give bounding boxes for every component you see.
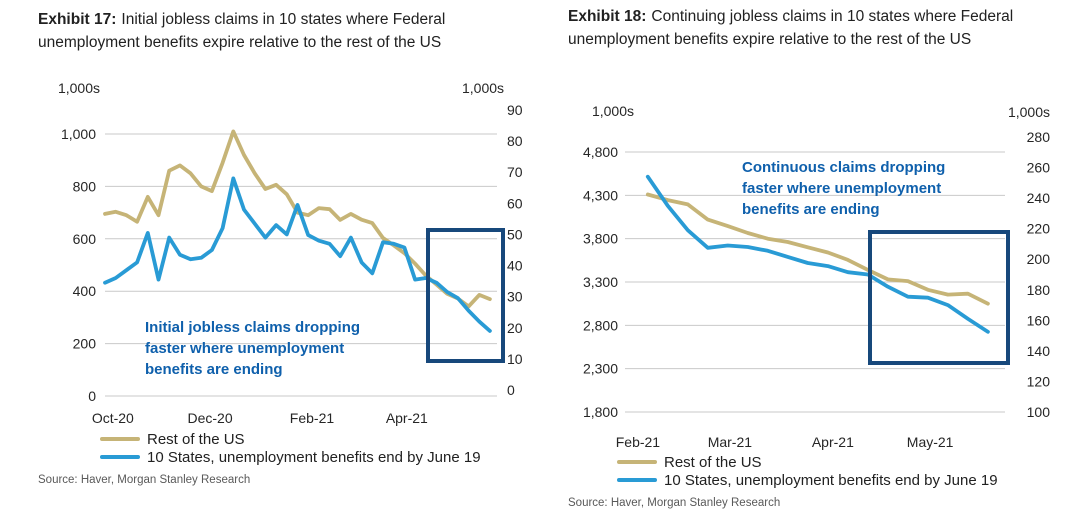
svg-text:2,300: 2,300 <box>583 361 618 377</box>
svg-text:Dec-20: Dec-20 <box>187 410 232 426</box>
svg-text:220: 220 <box>1027 221 1051 237</box>
legend-label: Rest of the US <box>147 430 245 448</box>
svg-text:80: 80 <box>507 133 523 149</box>
legend-item-10-states: 10 States, unemployment benefits end by … <box>617 471 998 489</box>
legend-label: 10 States, unemployment benefits end by … <box>664 471 998 489</box>
x-axis-ticks: Feb-21 Mar-21 Apr-21 May-21 <box>616 434 954 450</box>
exhibit-17-annotation: Initial jobless claims dropping faster w… <box>145 317 360 380</box>
svg-text:140: 140 <box>1027 343 1051 359</box>
svg-text:1,000s: 1,000s <box>462 80 504 96</box>
annotation-line: Continuous claims dropping <box>742 159 946 176</box>
legend-item-rest-of-us: Rest of the US <box>100 430 481 448</box>
right-axis-ticks: 100 120 140 160 180 200 220 240 260 280 <box>1027 129 1051 420</box>
gridlines-and-left-ticks: 0 200 400 600 800 1,000 <box>61 126 497 404</box>
legend-item-10-states: 10 States, unemployment benefits end by … <box>100 448 481 466</box>
series-line-10-states <box>103 176 492 333</box>
svg-text:Apr-21: Apr-21 <box>812 434 854 450</box>
svg-text:0: 0 <box>507 382 515 398</box>
svg-text:4,800: 4,800 <box>583 144 618 160</box>
legend-label: Rest of the US <box>664 453 762 471</box>
annotation-line: benefits are ending <box>742 201 880 218</box>
svg-text:260: 260 <box>1027 160 1051 176</box>
svg-text:280: 280 <box>1027 129 1051 145</box>
x-axis-ticks: Oct-20 Dec-20 Feb-21 Apr-21 <box>92 410 428 426</box>
legend-line-swatch-tan <box>617 460 657 464</box>
series-line-rest-of-us <box>645 192 990 306</box>
annotation-line: faster where unemployment <box>742 180 942 197</box>
exhibit-plot-17: 02004006008001,00001020304050607080901,0… <box>58 80 523 426</box>
gridlines-and-left-ticks: 1,800 2,300 2,800 3,300 3,800 4,300 4,800 <box>583 144 1005 420</box>
annotation-line: benefits are ending <box>145 361 283 378</box>
exhibit-18-legend: Rest of the US 10 States, unemployment b… <box>617 453 998 489</box>
legend-line-swatch-tan <box>100 437 140 441</box>
svg-text:1,000s: 1,000s <box>1008 104 1050 120</box>
exhibit-17-title: Exhibit 17: Initial jobless claims in 10 … <box>38 8 516 54</box>
svg-text:May-21: May-21 <box>907 434 954 450</box>
svg-text:800: 800 <box>73 178 97 194</box>
svg-text:Oct-20: Oct-20 <box>92 410 134 426</box>
svg-text:120: 120 <box>1027 373 1051 389</box>
svg-text:0: 0 <box>88 388 96 404</box>
annotation-line: Initial jobless claims dropping <box>145 319 361 336</box>
svg-text:180: 180 <box>1027 282 1051 298</box>
exhibit-18-title-text: Continuing jobless claims in 10 states w… <box>568 8 1014 48</box>
svg-text:200: 200 <box>1027 251 1051 267</box>
svg-text:Feb-21: Feb-21 <box>290 410 335 426</box>
svg-text:40: 40 <box>507 258 523 274</box>
exhibit-17-label: Exhibit 17: <box>38 11 117 28</box>
svg-text:600: 600 <box>73 231 97 247</box>
exhibit-plot-18: 1,800 2,300 2,800 3,300 3,800 4,300 4,800 100 12… <box>583 103 1050 450</box>
svg-text:160: 160 <box>1027 312 1051 328</box>
exhibit-17-legend: Rest of the US 10 States, unemployment b… <box>100 430 481 466</box>
svg-text:2,800: 2,800 <box>583 317 618 333</box>
svg-text:Feb-21: Feb-21 <box>616 434 661 450</box>
legend-item-rest-of-us: Rest of the US <box>617 453 998 471</box>
exhibit-18-label: Exhibit 18: <box>568 8 647 25</box>
svg-text:240: 240 <box>1027 190 1051 206</box>
svg-text:90: 90 <box>507 102 523 118</box>
exhibit-18-title: Exhibit 18: Continuing jobless claims in … <box>568 5 1050 51</box>
svg-text:Mar-21: Mar-21 <box>708 434 753 450</box>
series-line-rest-of-us <box>103 129 492 309</box>
svg-text:3,800: 3,800 <box>583 231 618 247</box>
svg-text:20: 20 <box>507 320 523 336</box>
svg-text:50: 50 <box>507 226 523 242</box>
exhibit-17-title-text: Initial jobless claims in 10 states wher… <box>38 11 446 51</box>
highlight-box <box>868 230 1010 365</box>
svg-text:1,000s: 1,000s <box>592 103 634 119</box>
exhibit-18-annotation: Continuous claims dropping faster where … <box>742 157 945 220</box>
svg-text:10: 10 <box>507 351 523 367</box>
svg-text:1,000: 1,000 <box>61 126 96 142</box>
svg-text:60: 60 <box>507 195 523 211</box>
svg-text:4,300: 4,300 <box>583 187 618 203</box>
svg-text:1,000s: 1,000s <box>58 80 100 96</box>
exhibit-18-source: Source: Haver, Morgan Stanley Research <box>568 497 781 509</box>
svg-text:70: 70 <box>507 164 523 180</box>
svg-text:400: 400 <box>73 283 97 299</box>
highlight-box <box>426 228 505 363</box>
svg-text:3,300: 3,300 <box>583 274 618 290</box>
exhibit-17-source: Source: Haver, Morgan Stanley Research <box>38 474 251 486</box>
right-axis-ticks: 0 10 20 30 40 50 60 70 80 90 <box>507 102 523 398</box>
svg-text:30: 30 <box>507 289 523 305</box>
series-line-10-states <box>645 174 990 334</box>
legend-line-swatch-blue <box>100 455 140 459</box>
annotation-line: faster where unemployment <box>145 340 345 357</box>
legend-label: 10 States, unemployment benefits end by … <box>147 448 481 466</box>
svg-text:Apr-21: Apr-21 <box>386 410 428 426</box>
legend-line-swatch-blue <box>617 478 657 482</box>
svg-text:1,800: 1,800 <box>583 404 618 420</box>
svg-text:100: 100 <box>1027 404 1051 420</box>
svg-text:200: 200 <box>73 336 97 352</box>
